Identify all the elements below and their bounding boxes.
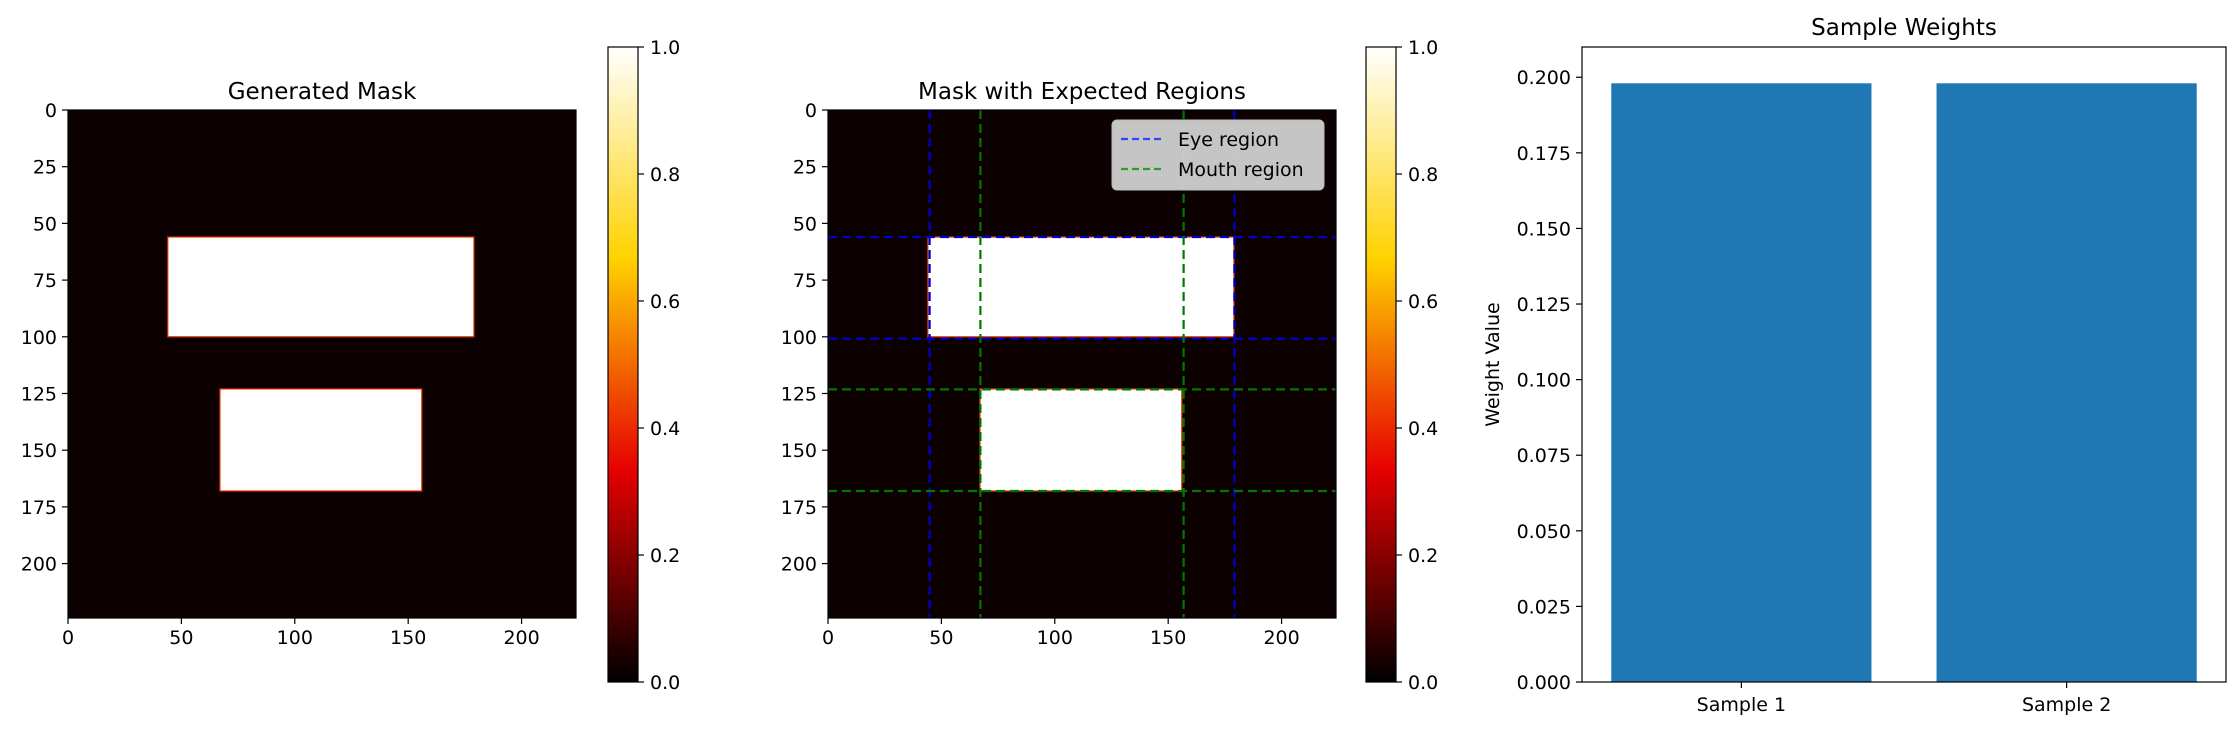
colorbar-tick-label: 0.4 (650, 418, 680, 440)
y-tick-label: 150 (21, 440, 57, 462)
y-tick-label: 0.075 (1517, 445, 1571, 467)
bar-sample-2 (1936, 83, 2197, 683)
y-tick-label: 0 (45, 100, 57, 122)
x-tick-label: 100 (277, 627, 313, 649)
y-tick-label: 25 (793, 157, 817, 179)
colorbar-tick-label: 0.0 (1408, 672, 1438, 694)
y-tick-label: 125 (21, 383, 57, 405)
chart-title: Generated Mask (228, 79, 417, 105)
colorbar-tick-label: 1.0 (1408, 37, 1438, 59)
bar-sample-1 (1611, 83, 1872, 683)
y-tick-label: 100 (21, 327, 57, 349)
y-tick-label: 0.150 (1517, 218, 1571, 240)
colorbar-gradient (1365, 46, 1397, 683)
colorbar-gradient (607, 46, 639, 683)
mask-background (828, 110, 1336, 618)
x-tick-label: Sample 2 (2022, 694, 2111, 716)
x-tick-label: 50 (169, 627, 193, 649)
y-tick-label: 0.100 (1517, 370, 1571, 392)
y-tick-label: 100 (781, 327, 817, 349)
colorbar-tick-label: 0.8 (650, 164, 680, 186)
legend-label: Mouth region (1178, 159, 1304, 181)
chart-title: Mask with Expected Regions (918, 79, 1246, 105)
y-tick-label: 50 (33, 213, 57, 235)
y-tick-label: 175 (21, 497, 57, 519)
y-tick-label: 0.000 (1517, 672, 1571, 694)
x-tick-label: 50 (929, 627, 953, 649)
y-tick-label: 175 (781, 497, 817, 519)
mask-region-1 (167, 236, 475, 338)
y-tick-label: 0.025 (1517, 596, 1571, 618)
mask-region-2 (219, 388, 423, 492)
x-tick-label: 200 (503, 627, 539, 649)
x-tick-label: 100 (1037, 627, 1073, 649)
expected-regions-colorbar: 0.0 0.2 0.4 0.6 0.8 1.0 (1365, 37, 1438, 694)
expected-regions-panel: 0 50 100 150 200 0 25 50 75 100 125 150 175 200 Mask w… (781, 79, 1337, 649)
plot-frame (67, 109, 577, 619)
y-axis-label: Weight Value (1482, 302, 1504, 426)
plot-frame (827, 109, 1337, 619)
y-tick-label: 0.200 (1517, 67, 1571, 89)
colorbar-tick-label: 0.2 (1408, 545, 1438, 567)
y-tick-label: 0.175 (1517, 143, 1571, 165)
y-tick-label: 75 (33, 270, 57, 292)
colorbar-tick-label: 0.8 (1408, 164, 1438, 186)
x-tick-label: 200 (1263, 627, 1299, 649)
y-tick-label: 0.125 (1517, 294, 1571, 316)
colorbar-tick-label: 1.0 (650, 37, 680, 59)
y-tick-label: 150 (781, 440, 817, 462)
legend-label: Eye region (1178, 129, 1279, 151)
colorbar-tick-label: 0.4 (1408, 418, 1438, 440)
y-tick-label: 25 (33, 157, 57, 179)
chart-title: Sample Weights (1811, 15, 1997, 41)
x-tick-label: Sample 1 (1697, 694, 1786, 716)
generated-mask-panel: 0 50 100 150 200 0 25 50 75 100 125 150 175 200 Genera… (21, 79, 577, 649)
y-tick-label: 200 (781, 554, 817, 576)
generated-mask-colorbar: 0.0 0.2 0.4 0.6 0.8 1.0 (607, 37, 680, 694)
sample-weights-panel: Sample 1 Sample 2 0.000 0.025 0.050 0.075 0.10… (1482, 15, 2227, 716)
y-tick-label: 0 (805, 100, 817, 122)
colorbar-tick-label: 0.6 (1408, 291, 1438, 313)
x-tick-label: 0 (62, 627, 74, 649)
legend-box (1111, 119, 1325, 191)
x-tick-label: 150 (390, 627, 426, 649)
colorbar-tick-label: 0.0 (650, 672, 680, 694)
mask-region-1 (927, 236, 1235, 338)
mask-region-2 (979, 388, 1183, 492)
plot-frame (1581, 46, 2227, 683)
mask-background (68, 110, 576, 618)
colorbar-tick-label: 0.6 (650, 291, 680, 313)
x-tick-label: 150 (1150, 627, 1186, 649)
colorbar-tick-label: 0.2 (650, 545, 680, 567)
y-tick-label: 75 (793, 270, 817, 292)
y-tick-label: 0.050 (1517, 521, 1571, 543)
y-tick-label: 200 (21, 554, 57, 576)
y-tick-label: 50 (793, 213, 817, 235)
x-tick-label: 0 (822, 627, 834, 649)
y-tick-label: 125 (781, 383, 817, 405)
